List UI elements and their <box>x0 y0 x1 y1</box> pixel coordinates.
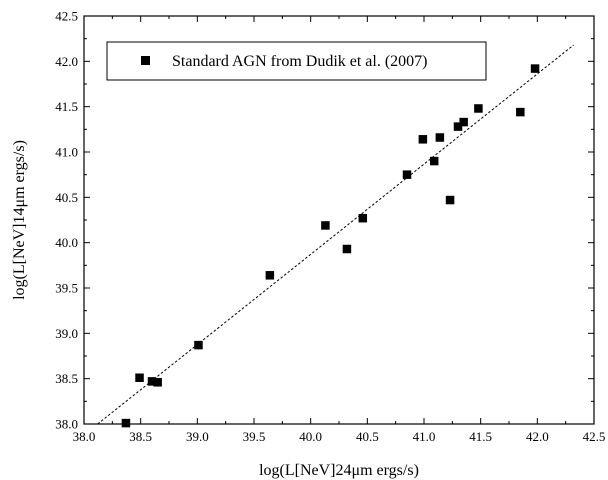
data-point <box>445 195 455 205</box>
legend-label: Standard AGN from Dudik et al. (2007) <box>172 53 428 70</box>
data-point <box>429 156 439 166</box>
x-tick-label: 40.0 <box>299 429 322 444</box>
y-tick-label: 40.0 <box>55 235 78 250</box>
x-tick-label: 40.5 <box>356 429 379 444</box>
y-tick-label: 38.5 <box>55 371 78 386</box>
x-tick-label: 41.0 <box>413 429 436 444</box>
data-point <box>435 133 445 142</box>
data-points <box>121 64 540 428</box>
data-point <box>402 170 412 179</box>
y-axis-label: log(L[NeV]14μm ergs/s) <box>11 140 28 300</box>
y-tick-label: 42.0 <box>55 54 78 69</box>
axis-ticks: 38.0 38.5 39.0 39.5 40.0 40.5 41.0 41.5 42.0 42.5… <box>55 9 605 445</box>
y-tick-label: 39.0 <box>55 326 78 341</box>
x-tick-label: 38.0 <box>73 429 96 444</box>
data-point <box>358 213 368 223</box>
x-axis-label: log(L[NeV]24μm ergs/s) <box>259 462 419 479</box>
y-tick-label: 39.5 <box>55 281 78 296</box>
data-point <box>153 378 162 387</box>
x-tick-label: 39.0 <box>186 429 209 444</box>
data-point <box>342 244 352 254</box>
x-tick-label: 38.5 <box>129 429 152 444</box>
data-point <box>194 340 203 350</box>
y-tick-label: 41.5 <box>55 99 78 114</box>
x-tick-label: 41.5 <box>469 429 492 444</box>
x-tick-label: 39.5 <box>243 429 266 444</box>
legend: Standard AGN from Dudik et al. (2007) <box>106 41 487 81</box>
fit-line-group <box>97 44 574 425</box>
data-point <box>516 107 525 117</box>
data-point <box>265 271 275 280</box>
data-point <box>459 117 468 127</box>
data-point <box>453 122 463 131</box>
data-point <box>135 373 144 383</box>
y-tick-label: 40.5 <box>55 190 78 205</box>
x-tick-label: 42.0 <box>526 429 549 444</box>
data-point <box>321 221 330 230</box>
legend-marker <box>141 56 150 65</box>
y-tick-label: 38.0 <box>55 417 78 432</box>
y-tick-label: 42.5 <box>55 9 78 24</box>
fit-line <box>97 44 574 425</box>
x-tick-label: 42.5 <box>583 429 606 444</box>
data-point <box>474 104 483 113</box>
data-point <box>147 377 157 386</box>
y-tick-label: 41.0 <box>55 145 78 160</box>
legend-box <box>106 41 487 81</box>
data-point <box>418 135 428 144</box>
data-point <box>121 418 131 428</box>
data-point <box>530 64 540 73</box>
